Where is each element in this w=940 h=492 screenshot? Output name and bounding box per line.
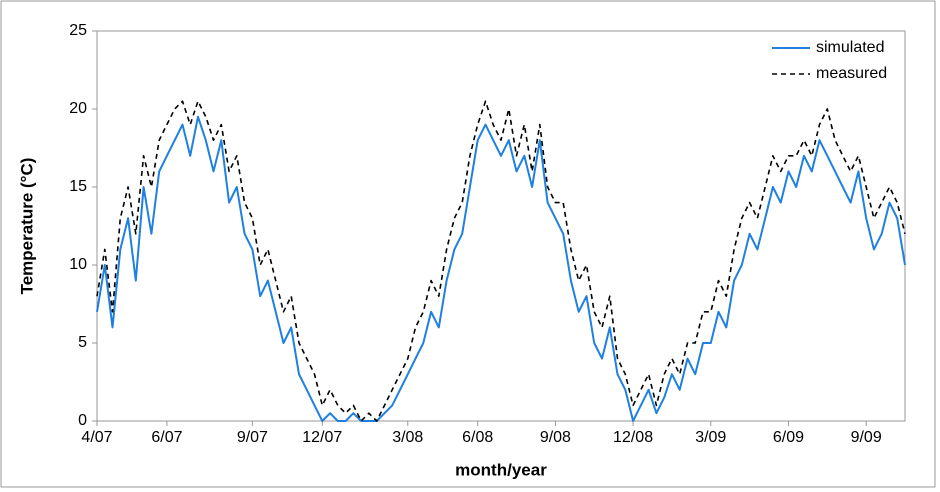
y-axis-title: Temperature (°C) [17, 158, 36, 295]
x-tick-label: 4/07 [81, 429, 112, 446]
x-tick-label: 3/09 [695, 429, 726, 446]
y-tick-label: 0 [78, 412, 87, 429]
y-tick-label: 20 [69, 100, 87, 117]
x-tick-label: 6/08 [462, 429, 493, 446]
x-tick-label: 6/07 [151, 429, 182, 446]
x-axis-title: month/year [455, 460, 547, 479]
legend-label: simulated [816, 39, 884, 56]
x-tick-label: 3/08 [392, 429, 423, 446]
x-tick-label: 9/08 [540, 429, 571, 446]
x-tick-label: 9/07 [237, 429, 268, 446]
x-tick-label: 12/07 [302, 429, 342, 446]
y-tick-label: 25 [69, 22, 87, 39]
plot-area [96, 30, 906, 422]
x-tick-label: 6/09 [773, 429, 804, 446]
y-tick-label: 15 [69, 178, 87, 195]
series-line [96, 115, 906, 422]
x-tick-label: 9/09 [851, 429, 882, 446]
legend-label: measured [816, 65, 887, 82]
x-tick-label: 12/08 [613, 429, 653, 446]
series-line [96, 100, 906, 422]
y-tick-label: 10 [69, 256, 87, 273]
y-tick-label: 5 [78, 334, 87, 351]
